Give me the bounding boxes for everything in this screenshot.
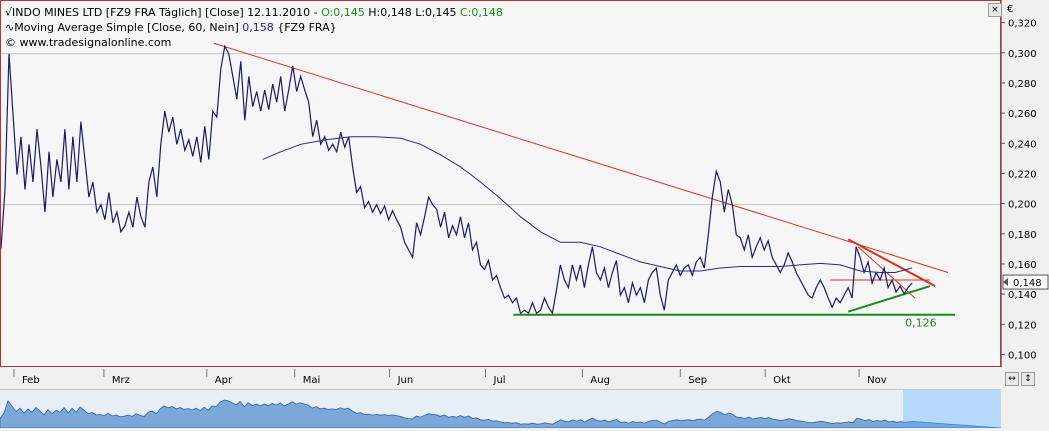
x-tick-label: Okt	[773, 375, 791, 386]
x-tick-label: Sep	[688, 375, 707, 386]
y-axis: €0,100 0,120 0,140 0,160 0,180 0,200 0,220 0,24…	[988, 0, 1049, 367]
chart-plot: 0,126	[1, 42, 1000, 330]
x-tick-label: Jul	[493, 375, 506, 386]
y-tick-label: 0,140	[1008, 290, 1037, 301]
zoom-vertical-icon[interactable]: ↕	[1021, 372, 1035, 386]
legend-ma-icon: ∿	[5, 21, 15, 34]
y-tick-label: 0,200	[1008, 200, 1037, 211]
y-tick-label: 0,240	[1008, 139, 1037, 150]
y-axis-svg: €0,100 0,120 0,140 0,160 0,180 0,200 0,220 0,24…	[1001, 0, 1049, 367]
y-tick-label: 0,120	[1008, 320, 1037, 331]
price-chart-panel[interactable]: √INDO MINES LTD [FZ9 FRA Täglich] [Close…	[0, 0, 1001, 367]
overlay-line-5	[847, 285, 931, 313]
legend-price-title: INDO MINES LTD [FZ9 FRA Täglich] [Close]…	[12, 6, 322, 19]
legend-ma-line: ∿Moving Average Simple [Close, 60, Nein]…	[5, 20, 503, 35]
overview-navigator[interactable]	[0, 390, 1002, 429]
x-tick-label: Apr	[215, 375, 233, 386]
legend-copyright: © www.tradesignalonline.com	[5, 36, 172, 49]
legend-price-icon: √	[5, 6, 13, 19]
support-level-label: 0,126	[905, 317, 937, 330]
overview-svg	[0, 390, 1002, 429]
overview-area	[0, 399, 1002, 429]
chart-legend: √INDO MINES LTD [FZ9 FRA Täglich] [Close…	[5, 5, 503, 50]
y-tick-label: 0,260	[1008, 109, 1037, 120]
x-axis-svg: Feb Mrz Apr Mai Jun Jul Aug Sep Okt Nov	[13, 369, 887, 386]
legend-close-value: C:0,148	[460, 6, 503, 19]
legend-price-line: √INDO MINES LTD [FZ9 FRA Täglich] [Close…	[5, 5, 503, 20]
x-tick-label: Nov	[867, 375, 887, 386]
legend-ma-title: Moving Average Simple [Close, 60, Nein]	[14, 21, 243, 34]
y-tick-label: 0,220	[1008, 169, 1037, 180]
series-line-price	[1, 44, 913, 315]
legend-open-value: O:0,145	[321, 6, 365, 19]
x-tick-label: Aug	[590, 375, 610, 386]
legend-ma-value: 0,158	[242, 21, 274, 34]
y-tick-label: 0,300	[1008, 49, 1037, 60]
close-marker-label: 0,148	[1013, 278, 1042, 289]
x-tick-label: Jun	[397, 375, 414, 386]
close-icon[interactable]: ×	[988, 3, 1002, 17]
x-tick-label: Mai	[303, 375, 321, 386]
y-tick-label: 0,180	[1008, 230, 1037, 241]
y-tick-label: 0,100	[1008, 350, 1037, 361]
legend-high-low-values: H:0,148 L:0,145	[364, 6, 461, 19]
x-axis: Feb Mrz Apr Mai Jun Jul Aug Sep Okt Nov	[0, 369, 1001, 390]
y-tick-label: 0,160	[1008, 260, 1037, 271]
overview-window	[903, 390, 1001, 428]
x-tick-label: Mrz	[112, 375, 130, 386]
series-line-ma	[262, 136, 913, 273]
y-tick-label: 0,320	[1008, 19, 1037, 30]
y-tick-label: 0,280	[1008, 79, 1037, 90]
overlay-line-0	[213, 42, 949, 273]
currency-label: €	[1007, 4, 1013, 15]
overlay-line-1	[847, 238, 936, 287]
legend-ma-suffix: {FZ9 FRA}	[273, 21, 337, 34]
zoom-horizontal-icon[interactable]: ↔	[1005, 372, 1019, 386]
close-marker-arrow	[1003, 278, 1008, 287]
x-tick-label: Feb	[22, 375, 40, 386]
